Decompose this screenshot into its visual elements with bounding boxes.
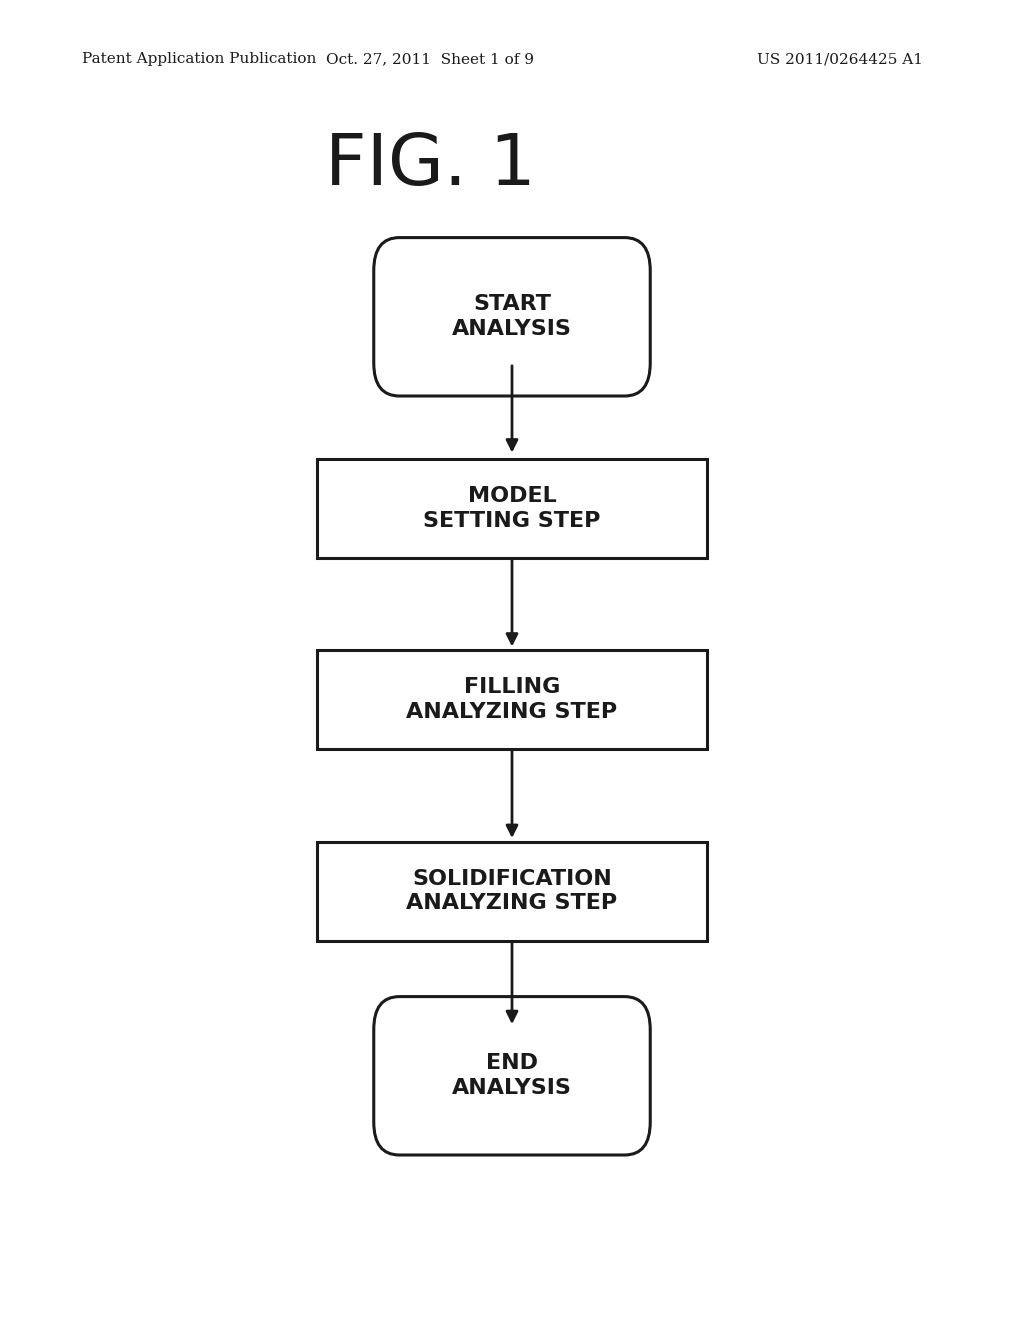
Text: US 2011/0264425 A1: US 2011/0264425 A1 (757, 53, 923, 66)
Text: END
ANALYSIS: END ANALYSIS (452, 1053, 572, 1098)
Text: Oct. 27, 2011  Sheet 1 of 9: Oct. 27, 2011 Sheet 1 of 9 (326, 53, 535, 66)
Bar (317, 651, 707, 750)
Text: FILLING
ANALYZING STEP: FILLING ANALYZING STEP (407, 677, 617, 722)
Bar (317, 842, 707, 940)
FancyBboxPatch shape (374, 238, 650, 396)
Text: FIG. 1: FIG. 1 (325, 131, 536, 199)
Text: Patent Application Publication: Patent Application Publication (82, 53, 316, 66)
Text: MODEL
SETTING STEP: MODEL SETTING STEP (423, 486, 601, 531)
Bar (317, 459, 707, 557)
Text: START
ANALYSIS: START ANALYSIS (452, 294, 572, 339)
FancyBboxPatch shape (374, 997, 650, 1155)
Text: SOLIDIFICATION
ANALYZING STEP: SOLIDIFICATION ANALYZING STEP (407, 869, 617, 913)
